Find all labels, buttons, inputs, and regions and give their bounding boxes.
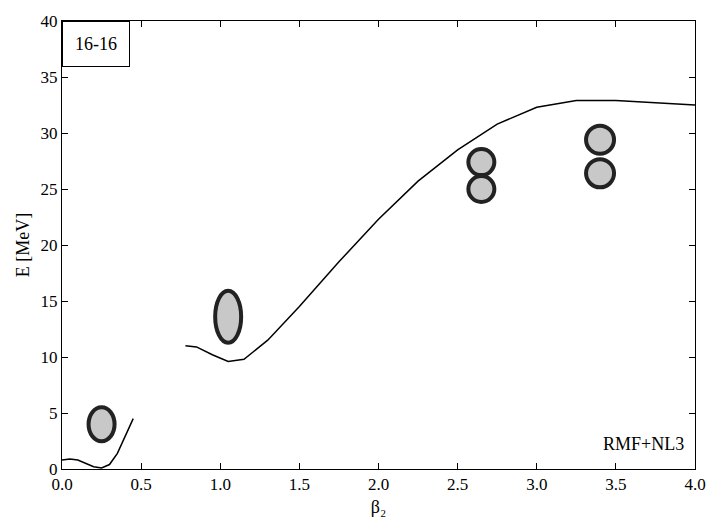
svg-text:β₂: β₂ bbox=[371, 497, 386, 517]
svg-text:E [MeV]: E [MeV] bbox=[13, 213, 33, 277]
svg-text:2.5: 2.5 bbox=[447, 475, 468, 494]
svg-text:30: 30 bbox=[41, 124, 58, 143]
svg-text:0.0: 0.0 bbox=[51, 475, 72, 494]
svg-text:1.5: 1.5 bbox=[289, 475, 310, 494]
svg-text:RMF+NL3: RMF+NL3 bbox=[603, 434, 684, 454]
svg-text:1.0: 1.0 bbox=[210, 475, 231, 494]
svg-text:0: 0 bbox=[49, 460, 58, 479]
svg-text:16-16: 16-16 bbox=[75, 34, 117, 54]
svg-text:4.0: 4.0 bbox=[684, 475, 705, 494]
svg-text:40: 40 bbox=[41, 12, 58, 31]
svg-text:15: 15 bbox=[41, 292, 58, 311]
svg-text:2.0: 2.0 bbox=[368, 475, 389, 494]
svg-text:3.5: 3.5 bbox=[605, 475, 626, 494]
svg-text:3.0: 3.0 bbox=[526, 475, 547, 494]
svg-text:0.5: 0.5 bbox=[131, 475, 152, 494]
svg-text:10: 10 bbox=[41, 348, 58, 367]
svg-text:35: 35 bbox=[41, 68, 58, 87]
svg-text:5: 5 bbox=[49, 404, 58, 423]
svg-text:20: 20 bbox=[41, 236, 58, 255]
svg-text:25: 25 bbox=[41, 180, 58, 199]
